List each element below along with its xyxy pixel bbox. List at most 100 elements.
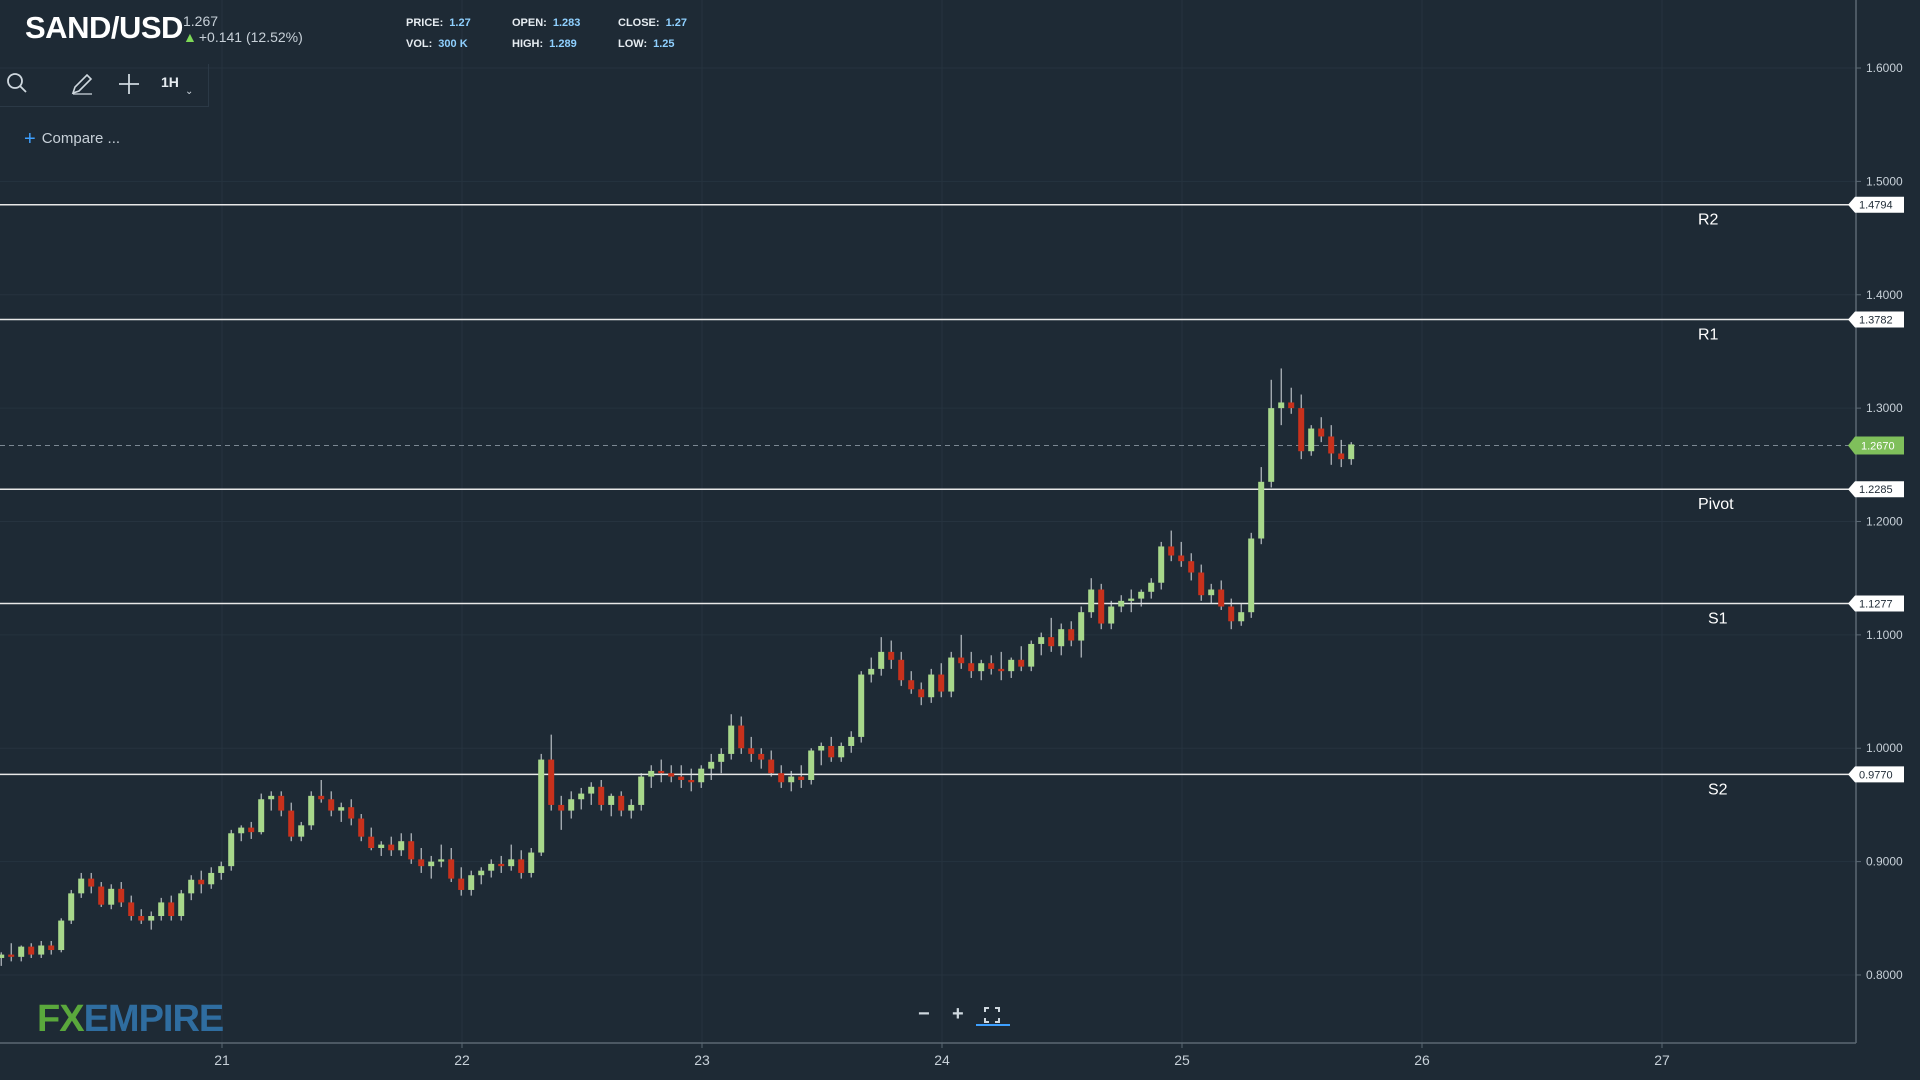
candle-bull xyxy=(708,761,715,769)
compare-button[interactable]: + Compare ... xyxy=(24,126,121,150)
candle-bull xyxy=(188,879,195,894)
y-tick-label: 1.6000 xyxy=(1866,61,1903,75)
candle-bear xyxy=(448,859,455,879)
candle-bull xyxy=(948,657,955,692)
candle-bear xyxy=(328,799,335,811)
candle-bull xyxy=(158,902,165,917)
candle-bear xyxy=(668,773,675,777)
candle-bear xyxy=(128,902,135,917)
candle-bull xyxy=(478,870,485,876)
candle-bear xyxy=(748,748,755,754)
candle-bull xyxy=(1258,481,1265,539)
candle-bear xyxy=(938,674,945,692)
candle-bear xyxy=(168,902,175,917)
candle-bull xyxy=(1038,637,1045,644)
candle-bull xyxy=(218,866,225,873)
candle-bear xyxy=(1098,589,1105,624)
fullscreen-button[interactable] xyxy=(984,1006,1000,1029)
candle-bull xyxy=(208,872,215,885)
candle-bull xyxy=(728,725,735,754)
candle-bear xyxy=(48,945,55,951)
candle-bear xyxy=(98,886,105,905)
candle-bull xyxy=(698,768,705,783)
level-price-box xyxy=(1848,481,1904,498)
current-price-box xyxy=(1848,436,1904,455)
candle-bull xyxy=(868,668,875,675)
candle-bear xyxy=(918,689,925,698)
candle-bull xyxy=(1208,589,1215,596)
zoom-in-button[interactable]: + xyxy=(952,1003,964,1025)
search-icon[interactable] xyxy=(6,72,28,99)
chart-toolbar xyxy=(0,64,209,107)
candle-bull xyxy=(1058,629,1065,647)
candle-bear xyxy=(28,946,35,955)
candle-bull xyxy=(1248,538,1255,613)
stat-open: OPEN: 1.283 xyxy=(512,17,581,29)
crosshair-plus-icon[interactable] xyxy=(118,73,140,100)
candle-bear xyxy=(198,879,205,885)
current-price-label: 1.2670 xyxy=(1861,441,1895,453)
candle-bear xyxy=(388,844,395,851)
level-label-r2: R2 xyxy=(1698,212,1719,229)
candle-bear xyxy=(1018,659,1025,667)
candle-bear xyxy=(318,795,325,800)
candle-bull xyxy=(428,861,435,867)
plus-icon: + xyxy=(24,128,36,150)
candle-bull xyxy=(378,844,385,849)
candle-bull xyxy=(788,776,795,783)
candle-bear xyxy=(618,795,625,811)
candle-bull xyxy=(108,888,115,905)
candle-bull xyxy=(238,827,245,834)
candle-bull xyxy=(1238,612,1245,622)
candle-bull xyxy=(1268,408,1275,482)
candle-bull xyxy=(468,875,475,890)
candle-bear xyxy=(1328,436,1335,454)
zoom-out-button[interactable]: − xyxy=(918,1003,930,1025)
candle-bear xyxy=(548,759,555,805)
stat-vol: VOL: 300 K xyxy=(406,38,468,50)
candle-bull xyxy=(438,859,445,862)
x-tick-label: 23 xyxy=(694,1052,710,1068)
compare-label: Compare ... xyxy=(41,130,121,147)
x-tick-label: 26 xyxy=(1414,1052,1430,1068)
candle-bear xyxy=(998,668,1005,672)
candle-bear xyxy=(1178,555,1185,562)
candle-bull xyxy=(58,920,65,951)
level-label-s1: S1 xyxy=(1708,610,1728,627)
y-tick-label: 1.0000 xyxy=(1866,741,1903,755)
level-price-label: 0.9770 xyxy=(1859,769,1893,781)
chevron-down-icon[interactable]: ⌄ xyxy=(185,86,194,97)
candle-bull xyxy=(928,674,935,698)
symbol-title: SAND/USD xyxy=(25,10,183,45)
level-price-label: 1.2285 xyxy=(1859,484,1893,496)
level-label-r1: R1 xyxy=(1698,326,1719,343)
candle-bull xyxy=(638,776,645,805)
candle-bull xyxy=(1148,582,1155,592)
candle-bear xyxy=(278,795,285,811)
candle-bull xyxy=(338,807,345,811)
candle-bear xyxy=(1318,428,1325,437)
x-tick-label: 24 xyxy=(934,1052,950,1068)
candle-bull xyxy=(628,804,635,811)
level-price-box xyxy=(1848,196,1904,213)
last-price: 1.267 xyxy=(183,13,219,29)
timeframe-selector[interactable]: 1H xyxy=(161,74,179,90)
candle-bull xyxy=(978,663,985,672)
stat-low: LOW: 1.25 xyxy=(618,38,675,50)
candle-bull xyxy=(78,878,85,894)
candle-bear xyxy=(1068,629,1075,641)
candle-bear xyxy=(1218,589,1225,607)
candle-bear xyxy=(1228,606,1235,622)
candle-bull xyxy=(68,893,75,921)
candle-bull xyxy=(528,852,535,873)
candle-bull xyxy=(1008,659,1015,672)
pencil-icon[interactable] xyxy=(70,72,94,101)
y-tick-label: 0.9000 xyxy=(1866,855,1903,869)
level-label-s2: S2 xyxy=(1708,781,1728,798)
candle-bull xyxy=(878,651,885,669)
candle-bear xyxy=(288,810,295,837)
candle-bear xyxy=(118,888,125,903)
candle-bear xyxy=(1188,561,1195,573)
candle-bear xyxy=(368,836,375,849)
